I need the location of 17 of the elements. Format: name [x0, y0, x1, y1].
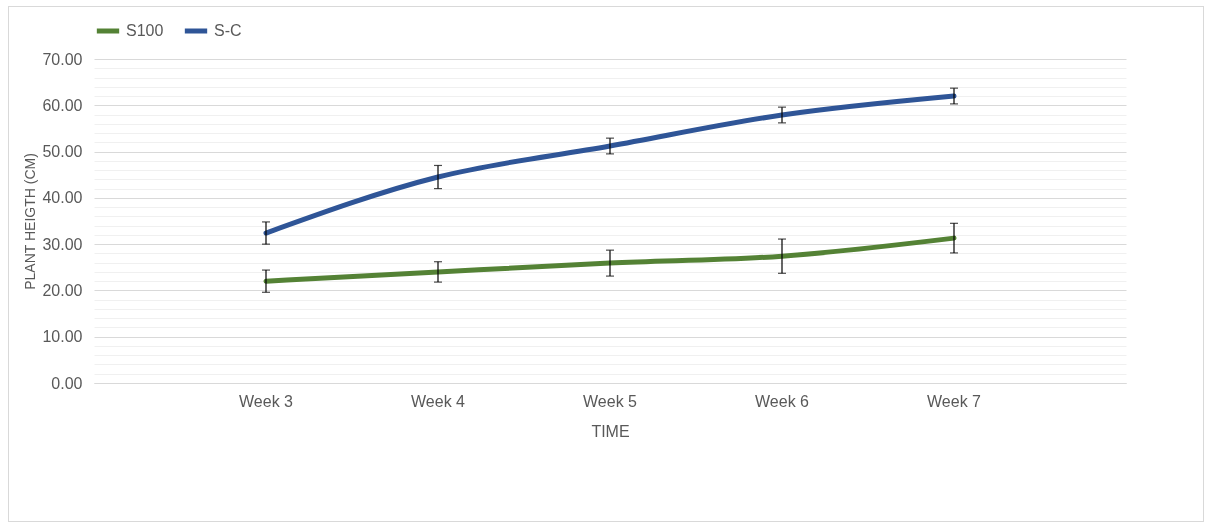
- x-axis-title: TIME: [591, 422, 630, 440]
- y-tick-label: 40.00: [42, 189, 83, 207]
- x-tick-label: Week 3: [239, 392, 294, 410]
- legend-label: S100: [126, 22, 164, 39]
- y-axis-title: PLANT HEIGTH (CM): [22, 153, 39, 290]
- legend-label: S-C: [214, 22, 242, 39]
- x-tick-label: Week 5: [583, 392, 638, 410]
- y-tick-label: 50.00: [42, 143, 83, 161]
- y-tick-label: 10.00: [42, 328, 83, 346]
- x-tick-label: Week 6: [755, 392, 810, 410]
- x-tick-label: Week 4: [411, 392, 466, 410]
- y-tick-label: 70.00: [42, 50, 83, 68]
- y-tick-label: 60.00: [42, 96, 83, 114]
- y-tick-label: 0.00: [51, 374, 83, 392]
- y-tick-label: 30.00: [42, 235, 83, 253]
- y-tick-label: 20.00: [42, 281, 83, 299]
- x-tick-label: Week 7: [927, 392, 982, 410]
